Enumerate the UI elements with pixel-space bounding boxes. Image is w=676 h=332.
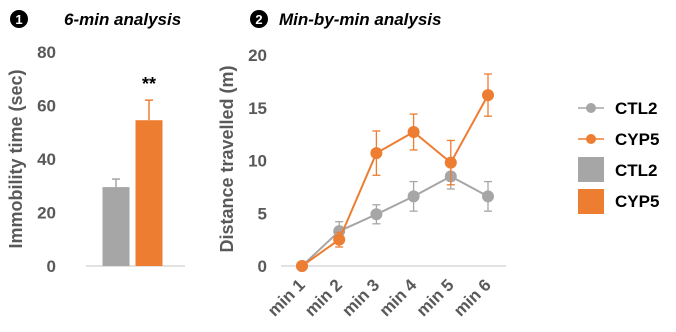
svg-text:CYP5: CYP5 <box>615 192 659 211</box>
bar-y-tick-label: 0 <box>47 257 56 276</box>
data-point <box>407 126 420 139</box>
bar-cyp5 <box>135 120 163 267</box>
series-cyp5 <box>296 73 494 272</box>
legend-item-ctl2-line: CTL2 <box>578 99 658 118</box>
data-point <box>296 260 308 272</box>
data-point <box>370 147 383 160</box>
panel-2-badge <box>250 10 268 28</box>
svg-text:CTL2: CTL2 <box>615 161 658 180</box>
bar-chart-title: 6-min analysis <box>64 10 181 29</box>
legend-item-ctl2-bar: CTL2 <box>578 157 658 182</box>
legend-item-cyp5-line: CYP5 <box>578 130 659 149</box>
data-point <box>482 89 494 102</box>
x-tick-label: min 5 <box>413 275 458 320</box>
x-tick-label: min 3 <box>338 275 383 320</box>
x-tick-label: min 1 <box>264 275 309 320</box>
panel-1-badge <box>10 10 28 28</box>
legend-item-cyp5-bar: CYP5 <box>578 189 659 214</box>
panel-1-badge-number: 1 <box>15 12 22 27</box>
series-ctl2 <box>296 163 494 272</box>
line-y-tick-label: 10 <box>248 152 267 171</box>
bar-ctl2 <box>102 187 130 266</box>
bar-y-tick-label: 60 <box>37 97 56 116</box>
line-panel: 2 Min-by-min analysis Distance travelled… <box>217 10 506 320</box>
data-point <box>482 190 494 203</box>
line-chart-ylabel: Distance travelled (m) <box>217 65 237 252</box>
line-y-tick-label: 20 <box>248 46 267 65</box>
bar-plot-area: 0 20 40 60 80 ** <box>37 43 185 276</box>
data-point <box>407 190 420 203</box>
series-line <box>301 94 489 267</box>
line-y-tick-label: 5 <box>258 204 267 223</box>
svg-text:CTL2: CTL2 <box>615 99 658 118</box>
panel-2-badge-number: 2 <box>255 12 262 27</box>
bar-chart-ylabel: Immobility time (sec) <box>6 69 26 248</box>
legend: CTL2 CYP5 CTL2 CYP5 <box>578 99 659 214</box>
significance-marker: ** <box>142 74 156 94</box>
x-tick-label: min 4 <box>376 275 421 320</box>
bar-y-tick-label: 20 <box>37 204 56 223</box>
line-chart-title: Min-by-min analysis <box>279 10 441 29</box>
data-point <box>333 233 346 246</box>
svg-text:CYP5: CYP5 <box>615 130 659 149</box>
data-point <box>444 156 457 169</box>
x-tick-label: min 6 <box>450 275 495 320</box>
data-point <box>370 208 383 221</box>
line-y-tick-label: 0 <box>258 257 267 276</box>
line-y-tick-label: 15 <box>248 99 267 118</box>
bar-panel: 1 6-min analysis Immobility time (sec) 0… <box>6 10 185 276</box>
series-line <box>301 175 489 267</box>
bar-y-tick-label: 80 <box>37 43 56 62</box>
bar-y-tick-label: 40 <box>37 150 56 169</box>
x-tick-label: min 2 <box>301 275 346 320</box>
